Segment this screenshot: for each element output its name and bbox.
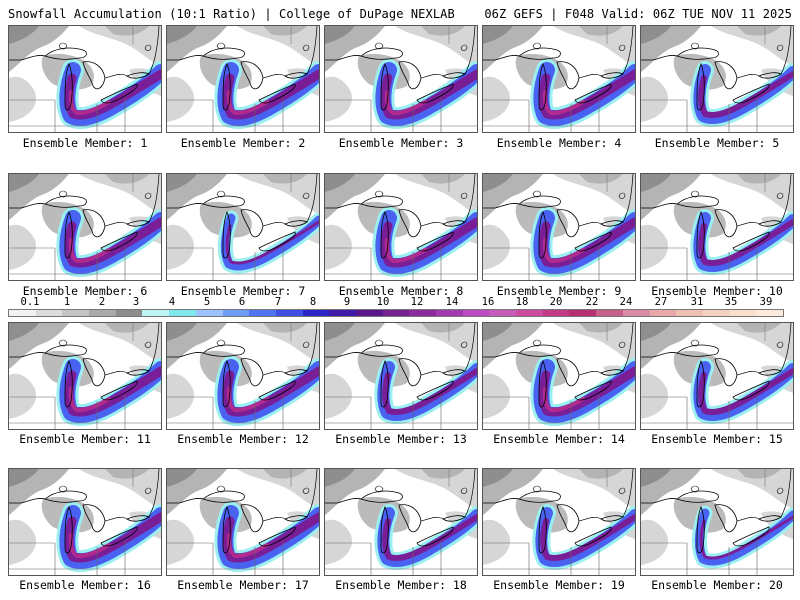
ensemble-member-map (324, 468, 478, 576)
ensemble-member-label: Ensemble Member: 19 (493, 578, 625, 592)
ensemble-member-label: Ensemble Member: 5 (654, 136, 780, 150)
ensemble-member-label: Ensemble Member: 2 (180, 136, 306, 150)
legend-swatch (596, 310, 623, 316)
ensemble-member-label: Ensemble Member: 9 (496, 284, 622, 298)
ensemble-member-map (166, 173, 320, 281)
ensemble-member-label: Ensemble Member: 14 (493, 432, 625, 446)
legend-tick: 18 (515, 296, 529, 308)
ensemble-member-map (482, 25, 636, 133)
ensemble-member-map (640, 468, 794, 576)
legend-swatch (542, 310, 570, 316)
ensemble-member-map (324, 322, 478, 430)
ensemble-member-label: Ensemble Member: 13 (335, 432, 467, 446)
legend-tick: 27 (654, 296, 668, 308)
legend-swatch (462, 310, 490, 316)
legend-swatch (89, 310, 116, 316)
legend-swatch (9, 310, 36, 316)
legend-tick: 5 (203, 296, 211, 308)
legend-tick: 16 (481, 296, 495, 308)
legend-swatch (702, 310, 730, 316)
ensemble-member-label: Ensemble Member: 11 (19, 432, 151, 446)
ensemble-member-map (8, 468, 162, 576)
legend-swatch (676, 310, 703, 316)
legend-tick: 31 (690, 296, 704, 308)
legend-swatch (329, 310, 356, 316)
ensemble-member-map (8, 25, 162, 133)
legend-tick: 2 (98, 296, 106, 308)
legend-swatch (35, 310, 63, 316)
ensemble-member-label: Ensemble Member: 18 (335, 578, 467, 592)
chart-title: Snowfall Accumulation (10:1 Ratio) | Col… (8, 7, 455, 21)
ensemble-member-map (324, 25, 478, 133)
ensemble-member-map (482, 322, 636, 430)
ensemble-member-map (640, 322, 794, 430)
ensemble-member-label: Ensemble Member: 7 (180, 284, 306, 298)
ensemble-member-label: Ensemble Member: 6 (22, 284, 148, 298)
legend-tick: 12 (410, 296, 424, 308)
ensemble-member-label: Ensemble Member: 16 (19, 578, 151, 592)
ensemble-member-map (482, 173, 636, 281)
ensemble-member-map (8, 173, 162, 281)
legend-tick: 0.1 (20, 296, 40, 308)
legend-tick: 7 (274, 296, 282, 308)
ensemble-member-map (324, 173, 478, 281)
legend-tick: 6 (238, 296, 246, 308)
snowfall-color-scale (8, 309, 784, 317)
legend-tick: 20 (549, 296, 563, 308)
ensemble-member-label: Ensemble Member: 8 (338, 284, 464, 298)
ensemble-member-map (8, 322, 162, 430)
ensemble-member-label: Ensemble Member: 3 (338, 136, 464, 150)
legend-swatch (62, 310, 90, 316)
legend-swatch (436, 310, 463, 316)
legend-swatch (275, 310, 303, 316)
legend-swatch (516, 310, 543, 316)
legend-swatch (569, 310, 597, 316)
ensemble-member-map (166, 468, 320, 576)
legend-swatch (729, 310, 757, 316)
legend-swatch (115, 310, 143, 316)
legend-tick: 10 (376, 296, 390, 308)
ensemble-member-map (482, 468, 636, 576)
ensemble-member-label: Ensemble Member: 4 (496, 136, 622, 150)
legend-tick: 1 (63, 296, 71, 308)
legend-tick: 9 (343, 296, 351, 308)
ensemble-member-label: Ensemble Member: 20 (651, 578, 783, 592)
legend-tick: 39 (759, 296, 773, 308)
ensemble-member-map (640, 25, 794, 133)
legend-swatch (302, 310, 330, 316)
legend-tick: 22 (585, 296, 599, 308)
legend-tick: 35 (724, 296, 738, 308)
ensemble-member-map (166, 25, 320, 133)
ensemble-member-label: Ensemble Member: 12 (177, 432, 309, 446)
legend-swatch (649, 310, 677, 316)
legend-tick: 4 (168, 296, 176, 308)
legend-tick: 8 (309, 296, 317, 308)
legend-swatch (622, 310, 650, 316)
legend-swatch (195, 310, 223, 316)
legend-swatch (756, 310, 783, 316)
legend-swatch (409, 310, 436, 316)
ensemble-member-label: Ensemble Member: 15 (651, 432, 783, 446)
legend-swatch (222, 310, 250, 316)
legend-swatch (169, 310, 196, 316)
ensemble-member-map (640, 173, 794, 281)
ensemble-member-label: Ensemble Member: 17 (177, 578, 309, 592)
legend-swatch (382, 310, 410, 316)
ensemble-member-label: Ensemble Member: 1 (22, 136, 148, 150)
legend-swatch (355, 310, 383, 316)
run-valid-time: 06Z GEFS | F048 Valid: 06Z TUE NOV 11 20… (484, 7, 792, 21)
legend-tick: 3 (132, 296, 140, 308)
legend-swatch (249, 310, 276, 316)
legend-swatch (142, 310, 170, 316)
legend-swatch (489, 310, 517, 316)
ensemble-member-label: Ensemble Member: 10 (651, 284, 783, 298)
legend-tick: 14 (445, 296, 459, 308)
ensemble-member-map (166, 322, 320, 430)
legend-tick: 24 (619, 296, 633, 308)
